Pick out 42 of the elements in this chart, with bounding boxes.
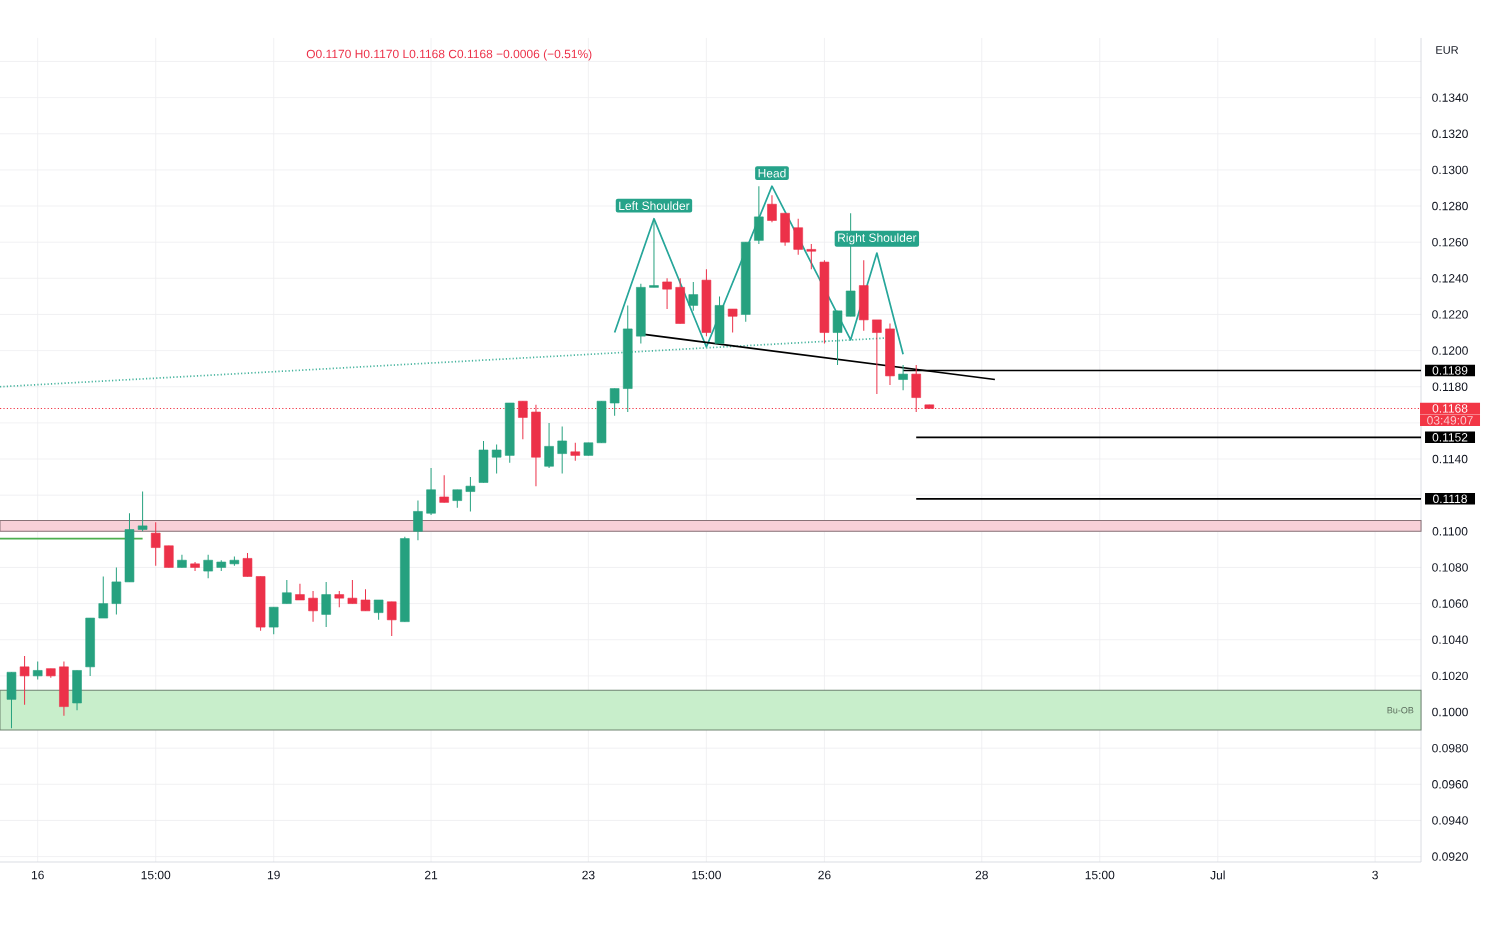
x-tick-label: 16 [31,870,44,880]
y-tick-label: 0.1220 [1432,310,1468,319]
y-axis-title: EUR [1436,46,1459,54]
x-tick-label: 23 [582,870,595,880]
data-label: 0.1118 [1433,494,1467,504]
annotation: Right Shoulder [838,233,917,245]
x-tick-label: 15:00 [141,870,171,880]
x-tick-label: 3 [1372,870,1378,880]
x-tick-label: Jul [1210,870,1225,880]
y-tick-label: 0.1300 [1432,165,1468,175]
x-tick-label: 28 [975,870,988,880]
y-tick-label: 0.0920 [1432,852,1468,861]
y-tick-label: 0.1280 [1432,201,1468,211]
data-label: 0.1189 [1432,366,1468,375]
data-label: 0.1152 [1432,433,1468,442]
x-tick-label: 19 [267,870,280,880]
ref-line-label: 0.1168 [1432,404,1468,413]
y-tick-label: 0.1060 [1432,599,1468,608]
y-tick-label: 0.1100 [1432,527,1468,536]
y-tick-label: 0.1020 [1432,671,1468,681]
y-tick-label: 0.1340 [1432,93,1468,102]
x-tick-label: 15:00 [692,870,721,880]
y-tick-label: 0.0960 [1432,780,1468,789]
y-tick-label: 0.1320 [1432,129,1468,138]
y-tick-label: 0.1240 [1432,274,1468,283]
y-tick-label: 0.1040 [1432,635,1468,644]
x-tick-label: 15:00 [1085,870,1115,880]
x-tick-label: 21 [424,870,438,880]
y-tick-label: 0.1080 [1432,563,1468,572]
band-label: Bu-OB [1387,707,1414,714]
y-tick-label: 0.1180 [1432,382,1468,391]
y-tick-label: 0.1260 [1432,237,1468,247]
y-tick-label: 0.1200 [1432,346,1468,355]
text: 03:49:07 [1427,416,1473,425]
y-tick-label: 0.1000 [1432,707,1468,717]
annotation: Left Shoulder [619,201,690,210]
annotation: Head [758,168,786,178]
y-tick-label: 0.0980 [1432,743,1468,753]
x-tick-label: 26 [818,870,831,880]
text: O0.1170 H0.1170 L0.1168 C0.1168 −0.0006 (−0.51%) [306,49,592,61]
y-tick-label: 0.0940 [1432,816,1468,825]
y-tick-label: 0.1140 [1432,454,1468,464]
